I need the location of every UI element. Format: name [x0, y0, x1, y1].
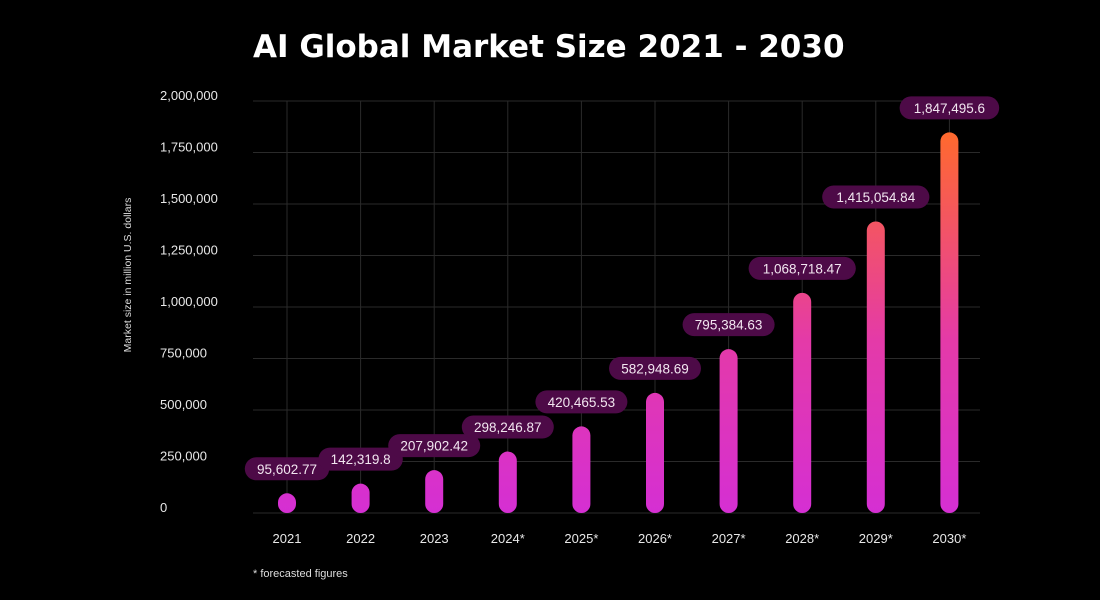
value-label-pill [899, 96, 1000, 120]
value-label: 1,847,495.6 [899, 96, 1000, 120]
y-axis-label: Market size in million U.S. dollars [122, 198, 134, 353]
y-tick-label: 1,250,000 [160, 243, 218, 258]
value-label-pill [318, 447, 403, 471]
bar [646, 392, 664, 513]
x-tick-label: 2025* [564, 531, 598, 546]
value-label-pill [535, 390, 628, 414]
value-label-pill [388, 434, 481, 458]
value-label-text: 207,902.42 [400, 439, 468, 454]
bar [719, 349, 738, 513]
value-label-text: 1,847,495.6 [914, 101, 985, 116]
y-tick-label: 250,000 [160, 449, 207, 464]
x-tick-label: 2027* [712, 531, 746, 546]
value-label: 95,602.77 [244, 457, 330, 481]
x-tick-label: 2024* [491, 531, 525, 546]
y-tick-label: 1,750,000 [160, 140, 218, 155]
value-label: 142,319.8 [318, 447, 403, 471]
value-label-text: 795,384.63 [695, 318, 763, 333]
y-tick-label: 1,500,000 [160, 191, 218, 206]
x-tick-label: 2029* [859, 531, 893, 546]
bar [278, 493, 296, 513]
bar [866, 221, 885, 513]
value-label: 420,465.53 [535, 390, 628, 414]
value-label: 298,246.87 [461, 415, 554, 439]
value-label-pill [748, 256, 856, 280]
value-label-text: 1,415,054.84 [836, 190, 915, 205]
bar [793, 292, 812, 513]
value-label-pill [609, 356, 701, 380]
value-label-text: 95,602.77 [257, 462, 317, 477]
y-tick-label: 2,000,000 [160, 88, 218, 103]
footnote: * forecasted figures [253, 568, 348, 580]
x-tick-label: 2028* [785, 531, 819, 546]
value-label: 1,068,718.47 [748, 256, 856, 280]
bar [351, 483, 370, 513]
value-label: 795,384.63 [682, 313, 775, 337]
x-tick-label: 2026* [638, 531, 672, 546]
value-label: 207,902.42 [388, 434, 481, 458]
bar [498, 451, 517, 513]
value-label: 1,415,054.84 [822, 185, 930, 209]
value-label-text: 582,948.69 [621, 361, 689, 376]
value-label-pill [682, 313, 775, 337]
y-tick-label: 750,000 [160, 346, 207, 361]
value-label-pill [461, 415, 554, 439]
value-label-text: 298,246.87 [474, 420, 542, 435]
bar [572, 426, 591, 513]
x-tick-label: 2022 [346, 531, 375, 546]
x-tick-label: 2021 [273, 531, 302, 546]
value-label: 582,948.69 [609, 356, 701, 380]
y-tick-label: 1,000,000 [160, 294, 218, 309]
bar [425, 470, 444, 513]
y-tick-label: 0 [160, 500, 167, 515]
x-tick-label: 2030* [932, 531, 966, 546]
value-label-text: 420,465.53 [548, 395, 616, 410]
y-tick-label: 500,000 [160, 397, 207, 412]
value-label-pill [244, 457, 330, 481]
chart-title: AI Global Market Size 2021 - 2030 [253, 29, 845, 65]
bar [940, 132, 959, 514]
x-tick-label: 2023 [420, 531, 449, 546]
value-label-text: 1,068,718.47 [763, 261, 842, 276]
value-label-text: 142,319.8 [331, 452, 391, 467]
value-label-pill [822, 185, 930, 209]
